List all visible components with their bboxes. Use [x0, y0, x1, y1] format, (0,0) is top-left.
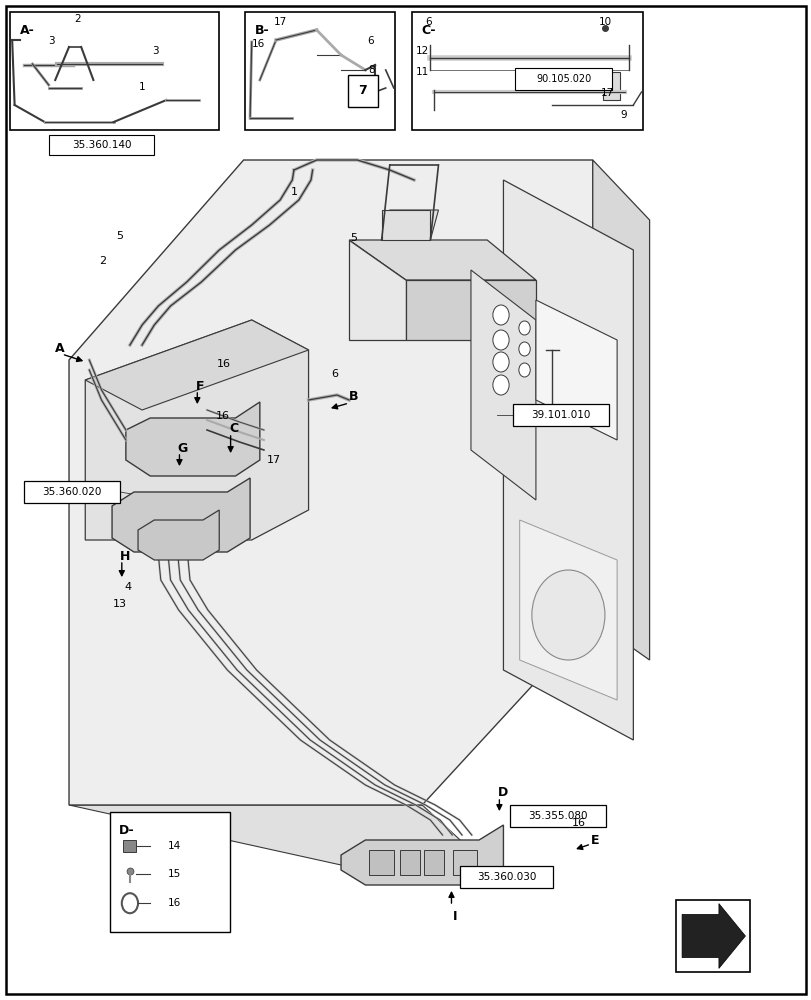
Bar — [347, 75, 378, 107]
Text: 1: 1 — [291, 187, 298, 197]
Polygon shape — [681, 904, 744, 968]
Text: 1: 1 — [139, 82, 145, 92]
Polygon shape — [349, 240, 535, 280]
Polygon shape — [112, 478, 250, 552]
Bar — [24, 481, 120, 503]
Text: A-: A- — [19, 24, 34, 37]
Bar — [460, 866, 552, 888]
Polygon shape — [85, 320, 308, 410]
Bar — [509, 805, 605, 827]
Polygon shape — [85, 320, 308, 540]
Text: 13: 13 — [112, 599, 127, 609]
Text: 2: 2 — [100, 256, 106, 266]
Text: C: C — [229, 422, 238, 436]
Text: 10: 10 — [598, 17, 611, 27]
Bar — [513, 404, 608, 426]
Text: 15: 15 — [168, 869, 181, 879]
Polygon shape — [126, 402, 260, 476]
Polygon shape — [519, 520, 616, 700]
Circle shape — [492, 305, 508, 325]
Text: C-: C- — [421, 24, 436, 37]
Text: 35.360.020: 35.360.020 — [42, 487, 102, 497]
Text: 8: 8 — [368, 65, 375, 75]
Text: 4: 4 — [125, 582, 131, 592]
Text: 16: 16 — [571, 818, 586, 828]
Polygon shape — [406, 280, 535, 340]
Text: B: B — [349, 390, 358, 403]
Bar — [602, 72, 620, 100]
Polygon shape — [381, 210, 438, 240]
Circle shape — [518, 342, 530, 356]
Text: 5: 5 — [350, 233, 357, 243]
Text: 6: 6 — [331, 369, 337, 379]
Polygon shape — [69, 805, 487, 865]
Polygon shape — [349, 240, 406, 340]
Circle shape — [518, 321, 530, 335]
Circle shape — [531, 570, 604, 660]
Bar — [453, 850, 477, 875]
Text: H: H — [120, 550, 130, 562]
Text: E: E — [590, 834, 599, 846]
Text: 90.105.020: 90.105.020 — [535, 74, 590, 84]
Text: 17: 17 — [266, 455, 281, 465]
Text: 7: 7 — [358, 85, 367, 98]
Text: 17: 17 — [600, 88, 613, 98]
Bar — [10, 12, 219, 130]
Polygon shape — [503, 180, 633, 740]
Text: 12: 12 — [415, 46, 428, 56]
Text: F: F — [196, 379, 204, 392]
Text: 35.360.140: 35.360.140 — [71, 140, 131, 150]
Bar — [423, 850, 444, 875]
Text: 16: 16 — [251, 39, 264, 49]
Bar — [109, 812, 230, 932]
Bar — [369, 850, 393, 875]
Bar — [675, 900, 749, 972]
Text: 16: 16 — [168, 898, 181, 908]
Circle shape — [492, 330, 508, 350]
Text: I: I — [452, 910, 457, 922]
Circle shape — [518, 363, 530, 377]
Text: 16: 16 — [215, 411, 230, 421]
Text: 6: 6 — [367, 36, 373, 46]
Text: 3: 3 — [152, 46, 159, 56]
Text: 16: 16 — [217, 359, 231, 369]
Text: 35.355.080: 35.355.080 — [527, 811, 587, 821]
Text: 39.101.010: 39.101.010 — [530, 410, 590, 420]
Text: 9: 9 — [620, 110, 626, 120]
Bar — [49, 135, 154, 155]
Text: 6: 6 — [425, 17, 431, 27]
Text: 14: 14 — [168, 841, 181, 851]
Text: 11: 11 — [415, 67, 428, 77]
Circle shape — [492, 352, 508, 372]
Bar — [514, 68, 611, 90]
Polygon shape — [592, 160, 649, 660]
Bar — [245, 12, 395, 130]
Text: G: G — [178, 442, 187, 454]
Polygon shape — [341, 825, 503, 885]
Text: 35.360.030: 35.360.030 — [476, 872, 536, 882]
Text: B-: B- — [255, 24, 269, 37]
Text: D-: D- — [119, 824, 135, 837]
Text: 17: 17 — [273, 17, 286, 27]
Polygon shape — [535, 300, 616, 440]
Bar — [411, 12, 642, 130]
Polygon shape — [138, 510, 219, 560]
Text: A: A — [55, 342, 65, 355]
Text: 3: 3 — [48, 36, 54, 46]
Polygon shape — [69, 160, 592, 805]
Text: D: D — [497, 786, 507, 800]
Text: 2: 2 — [74, 14, 80, 24]
Bar — [123, 840, 136, 852]
Bar — [381, 210, 430, 240]
Circle shape — [492, 375, 508, 395]
Bar — [399, 850, 419, 875]
Text: 5: 5 — [117, 231, 123, 241]
Polygon shape — [470, 270, 535, 500]
